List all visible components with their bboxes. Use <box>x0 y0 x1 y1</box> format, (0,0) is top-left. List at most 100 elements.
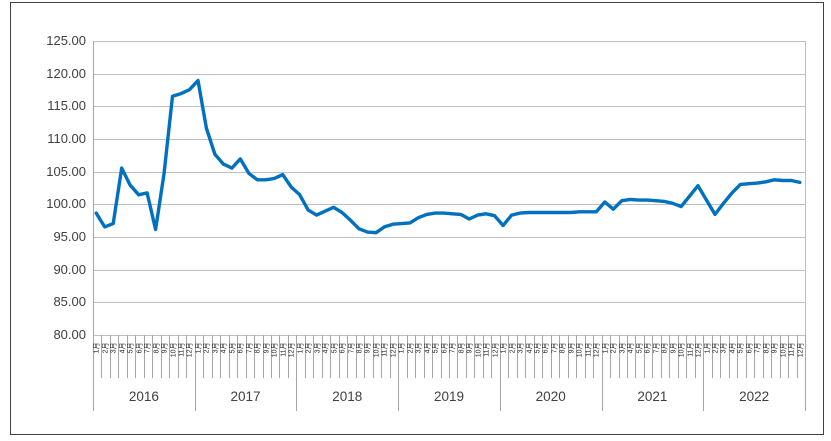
x-axis-month-label: 3月 <box>110 342 118 353</box>
x-axis-month-label: 9月 <box>161 342 169 353</box>
x-axis-month-tick <box>177 335 179 378</box>
x-axis-month-tick <box>364 335 366 378</box>
x-axis-month-tick <box>542 335 544 378</box>
x-axis-month-tick <box>635 335 637 378</box>
x-axis-month-label: 12月 <box>695 342 703 357</box>
x-axis-month-label: 7月 <box>144 342 152 353</box>
x-axis-month-tick <box>321 335 323 378</box>
x-axis-year-separator <box>601 335 603 411</box>
x-axis-month-label: 12月 <box>593 342 601 357</box>
x-axis-month-tick <box>338 335 340 378</box>
x-axis-month-tick <box>610 335 612 378</box>
x-axis-year-separator <box>499 335 501 411</box>
plot-gridline <box>93 106 805 108</box>
x-axis-month-tick <box>237 335 239 378</box>
x-axis-month-tick <box>593 335 595 378</box>
x-axis-month-tick <box>271 335 272 378</box>
plot-border-right <box>805 41 806 335</box>
x-axis-month-tick <box>694 335 696 378</box>
x-axis-month-tick <box>618 335 620 378</box>
x-axis-month-tick <box>720 335 722 378</box>
x-axis-month-tick <box>779 335 781 378</box>
y-axis-tick-label: 110.00 <box>47 131 86 146</box>
plot-gridline <box>93 41 805 42</box>
x-axis-month-tick <box>126 335 128 378</box>
x-axis-month-tick <box>101 335 103 378</box>
x-axis-month-label: 4月 <box>322 342 330 353</box>
x-axis-month-tick <box>432 335 434 378</box>
y-axis-tick-label: 90.00 <box>53 261 86 277</box>
x-axis-year-label: 2017 <box>230 389 261 404</box>
y-axis-tick-label: 100.00 <box>46 196 86 212</box>
x-axis-month-tick <box>109 335 111 378</box>
x-axis-month-tick <box>381 335 383 378</box>
y-axis-tick-label: 85.00 <box>53 294 86 310</box>
y-axis-tick-label: 80.00 <box>53 327 86 342</box>
x-axis-month-label: 12月 <box>797 342 805 357</box>
x-axis-month-tick <box>516 335 518 378</box>
x-axis-month-tick <box>465 335 467 378</box>
chart-frame: 125.00 120.00 115.00 110.00 105.00 100.00 95.0… <box>10 2 824 435</box>
x-axis-month-label: 3月 <box>415 342 423 353</box>
x-axis-month-tick <box>584 335 586 378</box>
x-axis-month-tick <box>135 335 137 378</box>
x-axis-month-tick <box>143 335 145 378</box>
x-axis-month-tick <box>118 335 120 378</box>
x-axis-month-tick <box>491 335 493 378</box>
x-axis-month-tick <box>686 335 688 378</box>
x-axis-month-label: 8月 <box>254 342 262 353</box>
x-axis-month-tick <box>355 335 357 378</box>
x-axis-month-tick <box>220 335 222 378</box>
x-axis-month-label: 8月 <box>661 342 669 353</box>
x-axis-month-label: 3月 <box>517 342 525 353</box>
x-axis-month-tick <box>211 335 213 378</box>
x-axis-month-label: 2月 <box>610 342 618 353</box>
x-axis-month-label: 12月 <box>288 342 296 357</box>
x-axis-year-separator <box>805 335 806 411</box>
x-axis-year-label: 2021 <box>637 389 668 404</box>
y-axis-tick-label: 105.00 <box>46 163 86 179</box>
y-axis-tick-label: 95.00 <box>53 229 86 244</box>
x-axis-month-tick <box>728 335 730 378</box>
x-axis-month-tick <box>669 335 671 378</box>
x-axis-month-tick <box>533 335 535 378</box>
x-axis-month-tick <box>186 335 188 378</box>
x-axis-month-tick <box>449 335 450 378</box>
x-axis-month-label: 11月 <box>483 342 491 357</box>
plot-gridline <box>93 204 805 206</box>
y-axis-tick-label: 115.00 <box>47 98 86 114</box>
plot-gridline <box>93 237 805 238</box>
x-axis-year-separator <box>93 335 94 411</box>
x-axis-month-tick <box>788 335 790 378</box>
x-axis-month-label: 5月 <box>432 342 440 353</box>
x-axis-month-tick <box>389 335 391 378</box>
x-axis-month-tick <box>245 335 247 378</box>
plot-gridline <box>93 73 805 75</box>
x-axis-month-tick <box>576 335 578 378</box>
x-axis-month-label: 7月 <box>449 342 457 353</box>
x-axis-month-tick <box>796 335 798 378</box>
x-axis-month-tick <box>457 335 459 378</box>
x-axis-month-tick <box>677 335 679 378</box>
x-axis-month-tick <box>228 335 230 378</box>
x-axis-month-tick <box>652 335 654 378</box>
x-axis-month-label: 5月 <box>127 342 135 353</box>
plot-gridline <box>93 269 805 271</box>
x-axis-year-label: 2016 <box>128 389 159 404</box>
x-axis-month-label: 6月 <box>644 342 652 353</box>
plot-gridline <box>93 171 805 173</box>
x-axis-month-tick <box>372 335 374 378</box>
x-axis-month-tick <box>406 335 408 378</box>
x-axis-month-tick <box>169 335 171 378</box>
plot-border-left <box>93 41 94 335</box>
x-axis-year-label: 2019 <box>433 389 465 404</box>
x-axis-month-tick <box>262 335 264 378</box>
x-axis-month-tick <box>313 335 315 378</box>
x-axis-month-label: 1月 <box>93 342 101 353</box>
x-axis-month-tick <box>347 335 349 378</box>
x-axis-month-tick <box>559 335 561 378</box>
x-axis-month-tick <box>415 335 417 378</box>
x-axis-month-tick <box>440 335 442 378</box>
x-axis-month-tick <box>627 335 628 378</box>
